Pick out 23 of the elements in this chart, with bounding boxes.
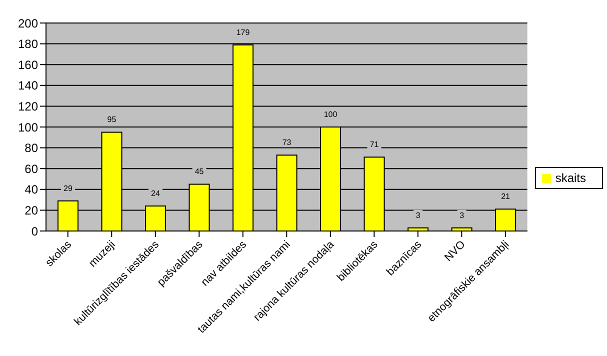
y-tick-label: 180	[18, 37, 38, 52]
data-label: 29	[64, 184, 73, 193]
data-label: 3	[416, 210, 421, 220]
data-label: 95	[107, 115, 117, 124]
data-label: 100	[324, 110, 338, 119]
y-tick-label: 120	[18, 99, 38, 114]
y-tick-label: 100	[18, 120, 38, 134]
y-tick-label: 140	[18, 78, 38, 93]
data-label: 3	[460, 210, 465, 220]
y-tick-label: 20	[24, 203, 38, 218]
y-tick-label: 40	[24, 182, 38, 197]
y-tick-label: 60	[24, 162, 38, 176]
y-tick-label: 80	[24, 141, 38, 156]
data-label: 179	[236, 28, 250, 37]
data-label: 71	[370, 140, 380, 150]
data-label: 73	[282, 138, 292, 148]
y-tick-label: 0	[31, 224, 38, 238]
legend-label: skaits	[555, 171, 586, 185]
data-label: 21	[501, 192, 511, 202]
data-label: 24	[151, 189, 161, 198]
y-tick-label: 200	[18, 16, 38, 30]
y-tick-label: 160	[18, 58, 38, 72]
data-label: 45	[194, 167, 204, 176]
